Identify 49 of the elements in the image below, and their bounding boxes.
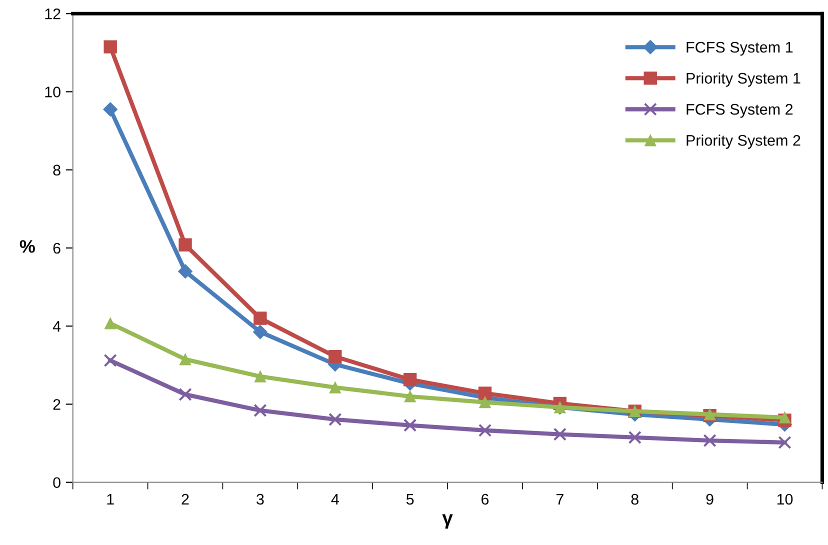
y-axis-title: %	[20, 240, 35, 253]
point	[179, 353, 192, 366]
legend-label: FCFS System 2	[686, 104, 793, 118]
point	[479, 396, 491, 408]
legend-label: FCFS System 1	[686, 42, 793, 56]
y-tick-label: 8	[53, 164, 60, 176]
x-tick-label: 2	[182, 494, 189, 505]
point	[254, 404, 267, 418]
x-tick-label: 8	[631, 494, 638, 505]
x-tick-label: 10	[777, 494, 793, 505]
y-tick-label: 10	[45, 86, 60, 98]
point	[254, 312, 267, 325]
x-tick-label: 5	[406, 494, 414, 505]
x-tick-label: 6	[482, 494, 489, 505]
point	[104, 354, 117, 368]
x-tick-label: 9	[706, 494, 714, 505]
point	[703, 434, 716, 448]
x-axis-title: γ	[442, 514, 453, 529]
y-tick-label: 2	[53, 399, 60, 410]
y-tick-label: 6	[53, 242, 60, 254]
point	[328, 350, 342, 364]
point	[178, 238, 192, 252]
point	[103, 102, 118, 117]
point	[328, 412, 342, 426]
x-tick-label: 1	[107, 494, 114, 505]
y-tick-label: 4	[52, 321, 61, 332]
y-tick-label: 12	[45, 8, 60, 20]
point	[254, 370, 266, 382]
x-tick-label: 4	[331, 494, 339, 505]
point	[178, 388, 192, 402]
x-tick-label: 3	[256, 494, 264, 505]
point	[778, 412, 791, 424]
point	[252, 324, 268, 340]
point	[329, 382, 342, 394]
y-tick-label: 0	[53, 477, 60, 488]
point	[778, 436, 792, 450]
x-tick-label: 7	[556, 494, 564, 505]
point	[403, 373, 417, 386]
point	[104, 317, 116, 330]
point	[104, 40, 117, 54]
point	[628, 430, 642, 444]
point	[404, 390, 416, 402]
point	[478, 424, 492, 437]
legend-label: Priority System 2	[686, 134, 800, 149]
point	[478, 386, 492, 400]
point	[403, 418, 417, 432]
point	[178, 264, 192, 279]
legend-label: Priority System 1	[686, 72, 800, 87]
point	[553, 428, 567, 441]
